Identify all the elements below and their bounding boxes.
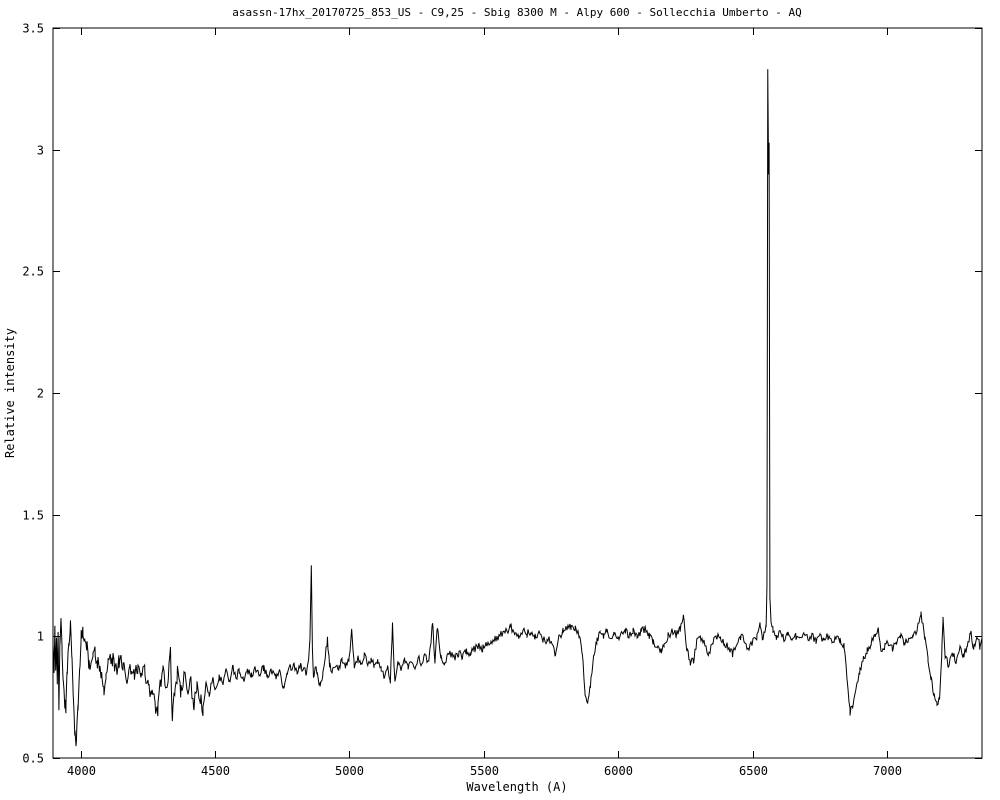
- y-tick-label: 3.5: [22, 22, 44, 36]
- y-axis-title: Relative intensity: [3, 328, 17, 458]
- x-tick-label: 6000: [604, 764, 633, 778]
- x-tick-label: 7000: [873, 764, 902, 778]
- chart-title: asassn-17hx_20170725_853_US - C9,25 - Sb…: [232, 6, 802, 19]
- x-tick-label: 5000: [335, 764, 364, 778]
- x-axis-title: Wavelength (A): [466, 780, 567, 794]
- y-tick-label: 2: [37, 387, 44, 401]
- x-tick-label: 4000: [67, 764, 96, 778]
- x-tick-label: 6500: [739, 764, 768, 778]
- y-tick-label: 3: [37, 144, 44, 158]
- axis-tick-labels: 4000 4500 5000 5500 6000 6500 7000 0.5 1 1.5 2 2.5 3…: [22, 22, 902, 779]
- y-tick-label: 2.5: [22, 265, 44, 279]
- y-tick-label: 0.5: [22, 752, 44, 766]
- axis-ticks: [53, 28, 982, 759]
- y-tick-label: 1: [37, 630, 44, 644]
- spectrum-trace: [52, 69, 983, 747]
- y-tick-label: 1.5: [22, 509, 44, 523]
- x-tick-label: 5500: [470, 764, 499, 778]
- x-tick-label: 4500: [201, 764, 230, 778]
